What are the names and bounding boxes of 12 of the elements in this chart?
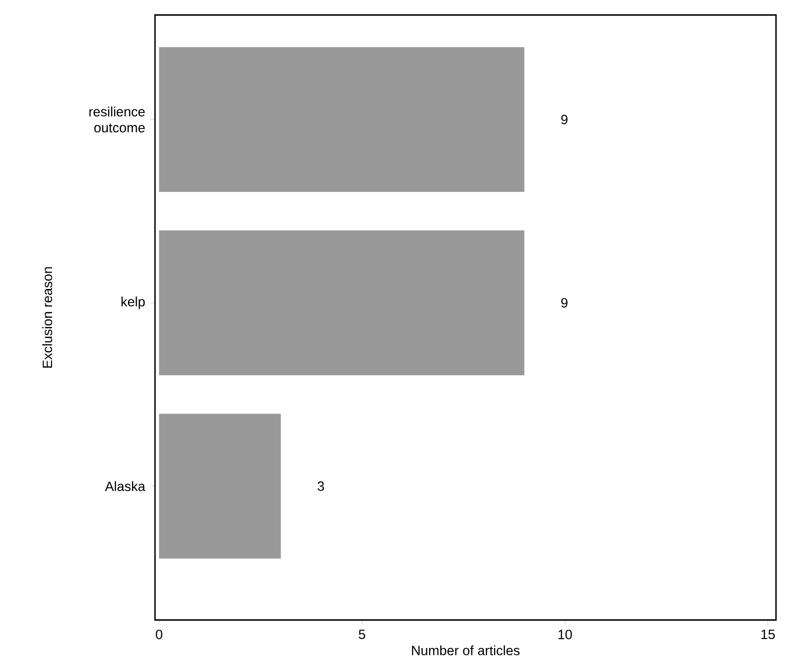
data-label: 9 (561, 114, 568, 124)
x-axis-title: Number of articles (412, 645, 520, 656)
y-tick-label: Alaska (104, 481, 146, 492)
y-tick-label: resilience outcome (89, 106, 145, 132)
x-tick-label: 5 (358, 630, 366, 640)
data-label: 3 (318, 481, 324, 491)
x-tick-label: 0 (156, 630, 162, 640)
x-tick-label: 10 (558, 630, 572, 640)
x-tick-label: 15 (761, 630, 775, 640)
y-tick-label: kelp (122, 296, 145, 310)
y-axis-title: Exclusion reason (42, 267, 52, 368)
data-label: 9 (561, 298, 568, 308)
